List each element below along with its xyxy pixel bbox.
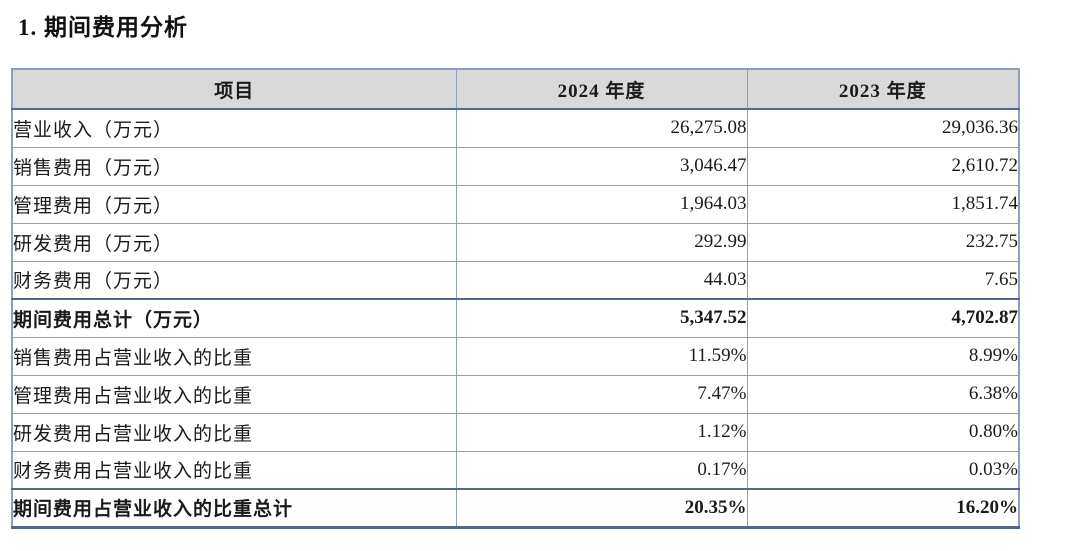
value-2024-cell: 44.03: [455, 260, 748, 300]
row-label-cell: 销售费用占营业收入的比重: [11, 336, 457, 376]
table-row: 期间费用总计（万元） 5,347.52 4,702.87: [11, 298, 1020, 338]
expense-table-body: 营业收入（万元） 26,275.08 29,036.36 销售费用（万元） 3,…: [11, 108, 1020, 528]
value-2023-cell: 29,036.36: [746, 108, 1020, 148]
table-row: 期间费用占营业收入的比重总计 20.35% 16.20%: [11, 488, 1020, 528]
table-row: 财务费用占营业收入的比重 0.17% 0.03%: [11, 450, 1020, 490]
row-label-cell: 财务费用（万元）: [11, 260, 457, 300]
value-2024-cell: 5,347.52: [455, 298, 748, 338]
table-row: 销售费用占营业收入的比重 11.59% 8.99%: [11, 336, 1020, 376]
value-2024-cell: 26,275.08: [455, 108, 748, 148]
value-2024-cell: 20.35%: [455, 488, 748, 528]
value-2023-cell: 0.80%: [746, 412, 1020, 452]
value-2023-cell: 6.38%: [746, 374, 1020, 414]
value-2023-cell: 2,610.72: [746, 146, 1020, 186]
table-row: 财务费用（万元） 44.03 7.65: [11, 260, 1020, 300]
expense-table: 项目 2024 年度 2023 年度 营业收入（万元） 26,275.08 29…: [11, 68, 1020, 529]
table-row: 销售费用（万元） 3,046.47 2,610.72: [11, 146, 1020, 186]
page-title: 1. 期间费用分析: [18, 15, 188, 40]
value-2024-cell: 1,964.03: [455, 184, 748, 224]
value-2024-cell: 1.12%: [455, 412, 748, 452]
table-header-row: 项目 2024 年度 2023 年度: [11, 68, 1020, 110]
table-row: 管理费用（万元） 1,964.03 1,851.74: [11, 184, 1020, 224]
table-row: 管理费用占营业收入的比重 7.47% 6.38%: [11, 374, 1020, 414]
row-label-cell: 管理费用占营业收入的比重: [11, 374, 457, 414]
value-2024-cell: 7.47%: [455, 374, 748, 414]
value-2023-cell: 4,702.87: [746, 298, 1020, 338]
table-row: 研发费用占营业收入的比重 1.12% 0.80%: [11, 412, 1020, 452]
value-2023-cell: 8.99%: [746, 336, 1020, 376]
value-2023-cell: 16.20%: [746, 488, 1020, 528]
value-2023-cell: 0.03%: [746, 450, 1020, 490]
value-2023-cell: 1,851.74: [746, 184, 1020, 224]
row-label-cell: 营业收入（万元）: [11, 108, 457, 148]
value-2024-cell: 11.59%: [455, 336, 748, 376]
value-2024-cell: 0.17%: [455, 450, 748, 490]
value-2024-cell: 292.99: [455, 222, 748, 262]
value-2024-cell: 3,046.47: [455, 146, 748, 186]
table-row: 营业收入（万元） 26,275.08 29,036.36: [11, 108, 1020, 148]
row-label-cell: 研发费用占营业收入的比重: [11, 412, 457, 452]
table-row: 研发费用（万元） 292.99 232.75: [11, 222, 1020, 262]
row-label-cell: 财务费用占营业收入的比重: [11, 450, 457, 490]
row-label-cell: 销售费用（万元）: [11, 146, 457, 186]
column-header-2024: 2024 年度: [455, 68, 748, 110]
value-2023-cell: 7.65: [746, 260, 1020, 300]
column-header-2023: 2023 年度: [746, 68, 1020, 110]
value-2023-cell: 232.75: [746, 222, 1020, 262]
row-label-cell: 研发费用（万元）: [11, 222, 457, 262]
row-label-cell: 期间费用总计（万元）: [11, 298, 457, 338]
column-header-item: 项目: [11, 68, 457, 110]
row-label-cell: 管理费用（万元）: [11, 184, 457, 224]
row-label-cell: 期间费用占营业收入的比重总计: [11, 488, 457, 528]
